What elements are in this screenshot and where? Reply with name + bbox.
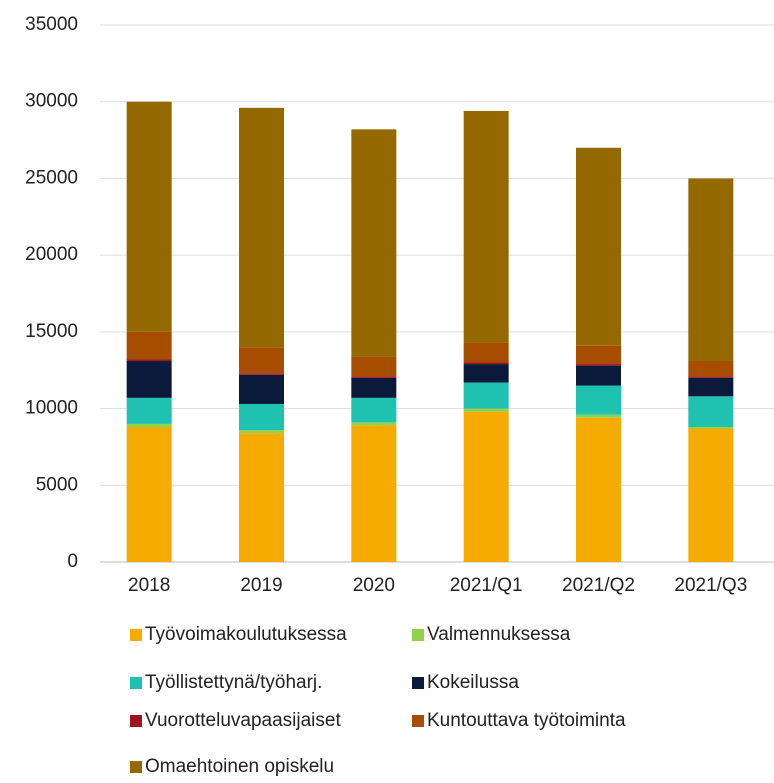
bar-segment	[239, 403, 284, 431]
bar-segment	[688, 361, 734, 377]
bar-segment	[576, 385, 621, 415]
legend-swatch	[412, 715, 424, 727]
bar-segment	[463, 362, 509, 365]
bar-segment	[351, 377, 397, 398]
bar-segment	[463, 382, 509, 409]
bar-segment	[463, 364, 509, 383]
legend-label: Omaehtoinen opiskelu	[145, 756, 334, 777]
legend-label: Kuntouttava työtoiminta	[427, 710, 626, 731]
bar-segment	[576, 417, 621, 562]
legend-label: Vuorotteluvapaasijaiset	[145, 710, 341, 731]
y-tick-label: 30000	[25, 91, 78, 112]
bar-segment	[126, 426, 172, 562]
legend-label: Valmennuksessa	[427, 624, 571, 645]
bar-segment	[688, 376, 734, 378]
bar-segment	[576, 147, 621, 346]
bar-segment	[463, 110, 509, 343]
x-tick-label: 2021/Q2	[562, 575, 635, 596]
x-tick-label: 2019	[240, 575, 282, 596]
bar-segment	[463, 411, 509, 562]
legend-swatch	[130, 629, 142, 641]
bar-segment	[688, 426, 734, 429]
legend-swatch	[130, 715, 142, 727]
bar-segment	[688, 396, 734, 427]
bar-segment	[351, 425, 397, 562]
legend-label: Työllistettynä/työharj.	[145, 672, 322, 693]
legend-swatch	[130, 761, 142, 773]
legend-swatch	[130, 677, 142, 689]
bar-segment	[576, 364, 621, 366]
bar-segment	[576, 414, 621, 418]
bar-segment	[126, 359, 172, 362]
legend-swatch	[412, 629, 424, 641]
bar-segment	[239, 374, 284, 404]
bar-segment	[239, 347, 284, 374]
x-tick-label: 2018	[128, 575, 170, 596]
bar-segment	[351, 397, 397, 423]
legend-label: Työvoimakoulutuksessa	[145, 624, 347, 645]
y-tick-label: 35000	[25, 14, 78, 35]
bar-segment	[239, 373, 284, 375]
bar-segment	[126, 397, 172, 424]
bar-segment	[126, 423, 172, 427]
bar-segment	[126, 101, 172, 332]
y-tick-label: 0	[67, 551, 78, 572]
bar-segment	[688, 178, 734, 362]
y-tick-label: 25000	[25, 167, 78, 188]
x-tick-label: 2020	[353, 575, 395, 596]
bar-segment	[126, 361, 172, 398]
bar-segment	[351, 356, 397, 377]
y-tick-label: 10000	[25, 398, 78, 419]
bar-segment	[351, 422, 397, 426]
bar-segment	[576, 365, 621, 386]
x-tick-label: 2021/Q3	[674, 575, 747, 596]
bar-segment	[239, 107, 284, 348]
bar-segment	[688, 428, 734, 562]
bar-segment	[239, 430, 284, 434]
y-tick-label: 5000	[36, 474, 78, 495]
x-tick-label: 2021/Q1	[450, 575, 523, 596]
bar-segment	[239, 433, 284, 562]
legend-swatch	[412, 677, 424, 689]
y-tick-label: 20000	[25, 244, 78, 265]
legend-label: Kokeilussa	[427, 672, 519, 693]
bar-segment	[126, 331, 172, 360]
bar-segment	[351, 376, 397, 378]
bar-segment	[576, 345, 621, 365]
bar-segment	[463, 342, 509, 363]
bar-segment	[351, 129, 397, 357]
y-tick-label: 15000	[25, 321, 78, 342]
bar-segment	[688, 377, 734, 397]
bar-segment	[463, 408, 509, 412]
